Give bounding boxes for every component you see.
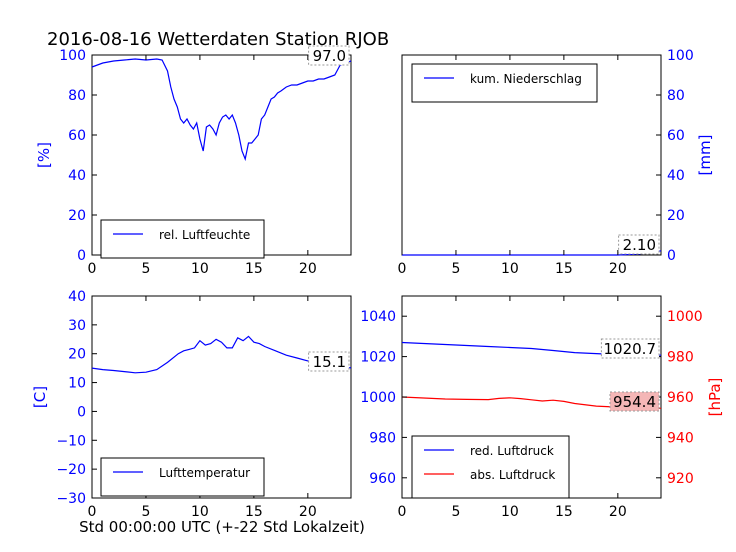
y-tick-label: 60: [68, 128, 86, 144]
x-tick-label: 5: [451, 504, 460, 520]
y-tick-label: 0: [77, 404, 86, 420]
y-tick-label: 30: [68, 318, 86, 334]
last-value-label: 97.0: [313, 47, 346, 65]
x-tick-label: 15: [245, 261, 263, 277]
y-axis-label: [mm]: [696, 135, 714, 176]
y-tick-label: 980: [369, 430, 396, 446]
x-tick-label: 15: [245, 504, 263, 520]
precipitation-line: [402, 250, 662, 256]
precipitation-panel: 0 5 10 15 20 0 20 40 60 80 100 [mm] 2.10 kum. Nieders…: [398, 48, 714, 277]
y-tick-label: 960: [369, 471, 396, 487]
x-tick-label: 5: [451, 261, 460, 277]
last-value-label-box: [308, 351, 350, 372]
last-value-label-absolute: 954.4: [613, 393, 656, 411]
y-tick-label: 920: [667, 471, 694, 487]
y-tick-label: 1000: [360, 390, 396, 406]
last-value-label-reduced: 1020.7: [604, 340, 657, 358]
last-value-label-box: [618, 234, 660, 255]
x-tick-label: 0: [398, 504, 407, 520]
y-tick-label: 40: [667, 168, 685, 184]
y-tick-label: 0: [77, 248, 86, 264]
legend-label: kum. Niederschlag: [470, 72, 582, 86]
x-tick-label: 10: [501, 504, 519, 520]
x-tick-label: 20: [299, 504, 317, 520]
legend-box: [100, 457, 265, 497]
y-axis-label: [%]: [35, 142, 53, 168]
legend-label: rel. Luftfeuchte: [159, 228, 250, 242]
absolute-pressure-line: [401, 396, 662, 409]
y-tick-label: 0: [667, 248, 676, 264]
x-tick-label: 20: [299, 261, 317, 277]
y-tick-label: 940: [667, 430, 694, 446]
y-tick-label: 20: [667, 208, 685, 224]
last-value-label: 2.10: [623, 236, 656, 254]
y-tick-label: 20: [68, 347, 86, 363]
x-tick-label: 0: [88, 504, 97, 520]
y-tick-label: 1000: [667, 309, 703, 325]
last-value-label-box: [308, 45, 350, 66]
last-value-label: 15.1: [313, 353, 346, 371]
legend-label: abs. Luftdruck: [470, 468, 555, 482]
x-tick-label: 0: [88, 261, 97, 277]
x-tick-label: 0: [398, 261, 407, 277]
axes-frame: [91, 295, 352, 499]
legend-box: [411, 63, 598, 103]
legend-label: Lufttemperatur: [159, 466, 250, 480]
humidity-line: [91, 58, 352, 162]
x-tick-label: 10: [191, 261, 209, 277]
y-tick-label: 100: [667, 48, 694, 64]
y-tick-label: 1040: [360, 309, 396, 325]
y-tick-label: 20: [68, 208, 86, 224]
figure-title: 2016-08-16 Wetterdaten Station RJOB: [47, 29, 389, 50]
legend-box: [411, 435, 570, 499]
y-tick-label: 60: [667, 128, 685, 144]
y-tick-label: 960: [667, 390, 694, 406]
y-tick-label: 40: [68, 168, 86, 184]
x-tick-label: 20: [609, 261, 627, 277]
x-tick-label: 15: [555, 504, 573, 520]
y-tick-label: −10: [56, 433, 86, 449]
y-tick-label: 980: [667, 350, 694, 366]
y-tick-label: 100: [59, 48, 86, 64]
y-tick-label: 80: [68, 88, 86, 104]
y-tick-label: 40: [68, 289, 86, 305]
figure-xlabel: Std 00:00:00 UTC (+-22 Std Lokalzeit): [79, 518, 365, 536]
legend-box: [100, 219, 265, 259]
y-tick-label: −30: [56, 491, 86, 507]
y-tick-label: −20: [56, 462, 86, 478]
pressure-panel: 0 5 10 15 20 960 980 1000 1020 1040 920 940 960 980 10…: [360, 295, 724, 520]
x-tick-label: 10: [501, 261, 519, 277]
temperature-panel: 0 5 10 15 20 −30 −20 −10 0 10 20 30 40 [C] 15.1 Lufttem…: [31, 289, 352, 520]
x-tick-label: 10: [191, 504, 209, 520]
x-tick-label: 20: [609, 504, 627, 520]
y-axis-label: [hPa]: [706, 378, 724, 417]
x-tick-label: 5: [141, 504, 150, 520]
last-value-label-reduced-box: [600, 338, 660, 359]
humidity-panel: 0 5 10 15 20 0 20 40 60 80 100 [%] 97.0 rel. Luftfeuc…: [35, 45, 352, 277]
x-tick-label: 15: [555, 261, 573, 277]
y-tick-label: 10: [68, 376, 86, 392]
legend-label: red. Luftdruck: [470, 444, 554, 458]
last-value-label-absolute-box: [609, 391, 660, 412]
x-tick-label: 5: [141, 261, 150, 277]
y-axis-label: [C]: [31, 386, 49, 408]
y-tick-label: 1020: [360, 350, 396, 366]
y-tick-label: 80: [667, 88, 685, 104]
